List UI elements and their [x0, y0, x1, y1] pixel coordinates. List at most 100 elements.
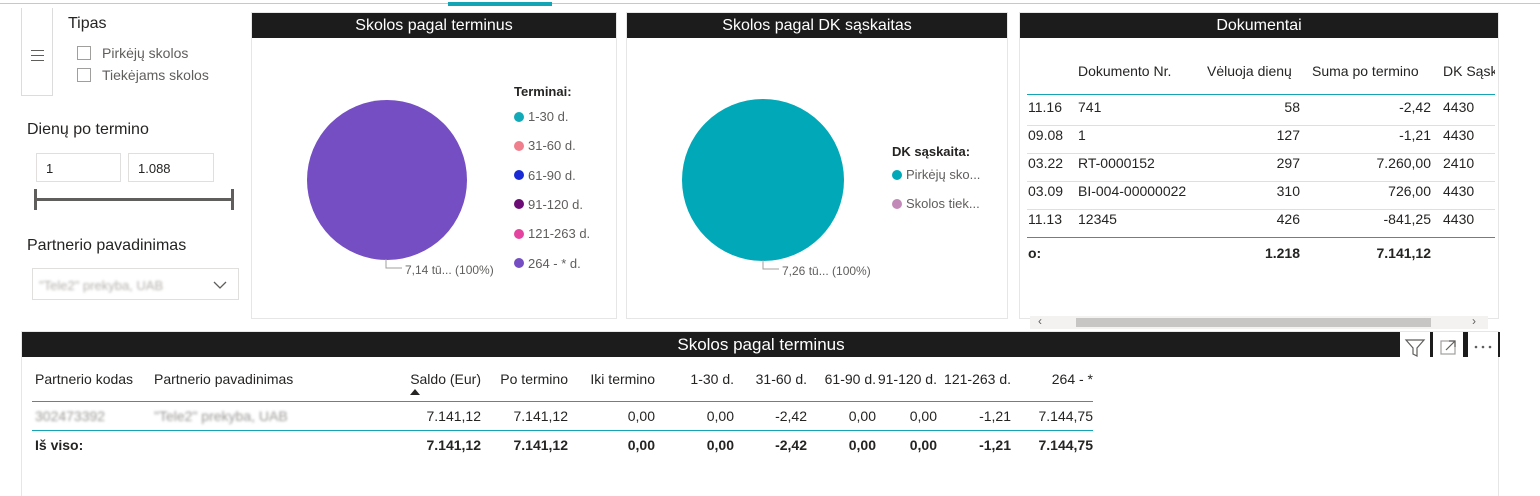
doc-dk-cell: 2410 [1443, 155, 1475, 171]
days-min-input[interactable]: 1 [36, 153, 121, 182]
pie-terminai-card: Skolos pagal terminus 7,14 tū... (100%) … [251, 12, 617, 319]
documents-title: Dokumentai [1020, 13, 1498, 38]
pie-data-label: 7,26 tū... (100%) [782, 264, 871, 278]
col-header-d1-30[interactable]: 1-30 d. [690, 371, 734, 387]
tipas-slicer-title: Tipas [68, 15, 107, 32]
pie-leader-line [385, 259, 402, 269]
scroll-right-icon[interactable]: › [1472, 314, 1476, 328]
terminai-legend-item[interactable]: 31-60 d. [514, 138, 576, 153]
matrix-total-d31-60: -2,42 [775, 437, 807, 453]
matrix-cell-d31-60: -2,42 [775, 408, 807, 424]
doc-total-label: o: [1028, 245, 1042, 261]
partner-slicer-title: Partnerio pavadinimas [27, 237, 187, 254]
pie-terminai-chart[interactable] [252, 13, 618, 320]
horizontal-scrollbar[interactable]: ‹ › [1030, 314, 1488, 329]
tipas-option-tiekejams[interactable]: Tiekėjams skolos [77, 67, 209, 83]
pie-terminai-title: Skolos pagal terminus [252, 13, 616, 38]
matrix-total-iki-termino: 0,00 [627, 437, 655, 453]
pie-slice-pirkeju[interactable] [682, 99, 844, 261]
partner-dropdown-value: "Tele2" prekyba, UAB [39, 278, 164, 293]
checkbox-icon[interactable] [77, 46, 91, 60]
legend-label: 61-90 d. [528, 167, 576, 183]
scroll-left-icon[interactable]: ‹ [1038, 314, 1042, 328]
chevron-down-icon[interactable] [212, 277, 228, 293]
col-header-partner-code[interactable]: Partnerio kodas [35, 371, 134, 387]
dk-legend-item[interactable]: Skolos tiek... [892, 196, 980, 211]
doc-days-cell: 58 [1284, 99, 1300, 115]
doc-sum-cell: 726,00 [1388, 183, 1431, 199]
legend-dot-icon [514, 140, 524, 151]
col-header-po-termino[interactable]: Po termino [500, 371, 568, 387]
col-header-d121-263[interactable]: 121-263 d. [944, 371, 1011, 387]
sort-ascending-icon [410, 389, 420, 395]
row-divider [1027, 181, 1495, 182]
terminai-legend-item[interactable]: 91-120 d. [514, 197, 583, 212]
pie-terminai-legend-title: Terminai: [514, 84, 572, 99]
days-max-input[interactable]: 1.088 [128, 153, 214, 182]
doc-dk-cell: 4430 [1443, 183, 1475, 199]
doc-date-cell: 03.09 [1028, 183, 1064, 199]
matrix-total-saldo: 7.141,12 [426, 437, 482, 453]
matrix-total-divider [32, 430, 1093, 431]
focus-mode-icon[interactable] [1433, 332, 1463, 362]
matrix-total-po-termino: 7.141,12 [513, 437, 569, 453]
doc-dk-cell: 4430 [1443, 211, 1475, 227]
doc-days-cell: 127 [1276, 127, 1300, 143]
terminai-legend-item[interactable]: 264 - * d. [514, 256, 581, 271]
pie-slice-264[interactable] [307, 100, 467, 260]
legend-label: 264 - * d. [528, 255, 581, 271]
terminai-legend-item[interactable]: 1-30 d. [514, 109, 568, 124]
col-header-d264[interactable]: 264 - * [1051, 371, 1093, 387]
partner-dropdown[interactable]: "Tele2" prekyba, UAB [32, 268, 239, 300]
doc-days-cell: 426 [1276, 211, 1300, 227]
filter-icon[interactable] [1400, 332, 1430, 362]
terminai-legend-item[interactable]: 121-263 d. [514, 226, 590, 241]
pie-dk-title: Skolos pagal DK sąskaitas [627, 13, 1007, 38]
scrollbar-thumb[interactable] [1076, 318, 1431, 327]
doc-sum-cell: -1,21 [1399, 127, 1431, 143]
col-header-iki-termino[interactable]: Iki termino [590, 371, 655, 387]
days-slider-track[interactable] [35, 198, 234, 201]
matrix-header-divider [32, 401, 1093, 402]
pie-dk-chart[interactable] [627, 13, 1009, 320]
pie-dk-card: Skolos pagal DK sąskaitas 7,26 tū... (10… [626, 12, 1008, 319]
days-slider-min-handle[interactable] [34, 189, 37, 210]
days-slider-max-handle[interactable] [231, 189, 234, 210]
checkbox-icon[interactable] [77, 68, 91, 82]
active-page-indicator [448, 2, 552, 6]
matrix-cell-d1-30: 0,00 [706, 408, 734, 424]
col-header-d31-60[interactable]: 31-60 d. [755, 371, 807, 387]
doc-date-cell: 11.16 [1028, 99, 1062, 115]
top-divider [0, 3, 1540, 4]
col-header-suma[interactable]: Suma po termino [1312, 63, 1419, 79]
doc-days-cell: 297 [1276, 155, 1300, 171]
col-header-saldo[interactable]: Saldo (Eur) [410, 371, 481, 387]
doc-days-cell: 310 [1276, 183, 1300, 199]
legend-dot-icon [514, 258, 524, 268]
legend-label: 121-263 d. [528, 226, 591, 242]
col-header-veluoja[interactable]: Vėluoja dienų [1207, 63, 1292, 79]
col-header-d61-90[interactable]: 61-90 d. [824, 371, 876, 387]
col-header-partner-name[interactable]: Partnerio pavadinimas [154, 371, 294, 387]
matrix-total-d121-263: -1,21 [979, 437, 1011, 453]
more-options-icon[interactable] [1468, 332, 1498, 362]
doc-number-cell: 1 [1078, 127, 1086, 143]
legend-label: 31-60 d. [528, 138, 576, 154]
col-header-doc-nr[interactable]: Dokumento Nr. [1078, 63, 1172, 79]
tipas-option-pirkeju[interactable]: Pirkėjų skolos [77, 45, 188, 61]
col-header-dk[interactable]: DK Sąsk [1443, 63, 1495, 79]
legend-dot-icon [514, 199, 524, 210]
pie-dk-legend-title: DK sąskaita: [892, 144, 971, 159]
legend-label: 91-120 d. [528, 196, 583, 212]
col-header-d91-120[interactable]: 91-120 d. [877, 371, 937, 387]
doc-total-days: 1.218 [1264, 245, 1300, 261]
hamburger-icon[interactable] [31, 50, 44, 61]
days-slicer-title: Dienų po termino [27, 121, 149, 138]
doc-number-cell: 741 [1078, 99, 1102, 115]
terminai-legend-item[interactable]: 61-90 d. [514, 168, 576, 183]
dk-legend-item[interactable]: Pirkėjų sko... [892, 167, 980, 182]
slicer-collapse-panel[interactable] [21, 8, 53, 96]
doc-dk-cell: 4430 [1443, 127, 1475, 143]
matrix-cell-d121-263: -1,21 [979, 408, 1011, 424]
doc-date-cell: 09.08 [1028, 127, 1064, 143]
